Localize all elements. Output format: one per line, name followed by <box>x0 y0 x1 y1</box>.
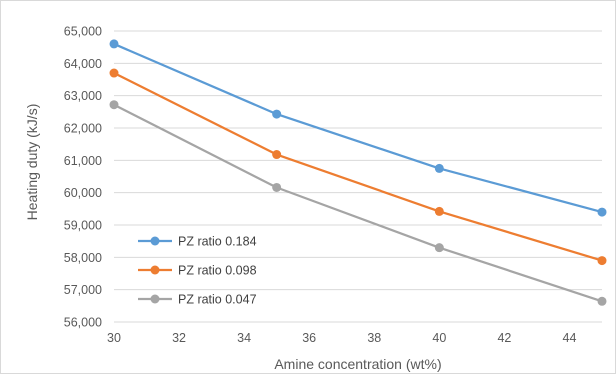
data-point <box>272 109 282 119</box>
y-tick-label: 57,000 <box>64 283 102 297</box>
y-tick-label: 62,000 <box>64 122 102 136</box>
data-point <box>597 256 607 266</box>
x-axis-title: Amine concentration (wt%) <box>274 356 441 372</box>
legend-marker <box>150 265 160 275</box>
data-point <box>109 39 119 49</box>
x-tick-label: 44 <box>563 331 577 345</box>
data-point <box>109 100 119 110</box>
x-tick-label: 38 <box>367 331 381 345</box>
legend-item: PZ ratio 0.184 <box>138 235 257 249</box>
series-line <box>113 72 603 262</box>
x-tick-label: 40 <box>432 331 446 345</box>
legend: PZ ratio 0.184 PZ ratio 0.098 PZ ratio 0.0… <box>138 235 257 307</box>
x-tick-label: 32 <box>172 331 186 345</box>
y-tick-label: 59,000 <box>64 219 102 233</box>
series-3 <box>109 100 607 306</box>
series-line <box>113 103 603 303</box>
x-tick-label: 30 <box>107 331 121 345</box>
y-axis-title: Heating duty (kJ/s) <box>24 104 40 221</box>
legend-marker <box>150 294 160 304</box>
series-2 <box>109 68 607 266</box>
y-tick-label: 58,000 <box>64 251 102 265</box>
x-tick-label: 36 <box>302 331 316 345</box>
y-tick-label: 63,000 <box>64 89 102 103</box>
legend-label: PZ ratio 0.047 <box>178 293 257 307</box>
y-tick-label: 64,000 <box>64 57 102 71</box>
y-tick-label: 56,000 <box>64 316 102 330</box>
legend-label: PZ ratio 0.098 <box>178 264 257 278</box>
data-point <box>272 150 282 160</box>
y-tick-label: 60,000 <box>64 186 102 200</box>
series-line <box>113 42 603 214</box>
axes: 56,000 57,000 58,000 59,000 60,000 61,000 62,0… <box>64 25 577 346</box>
data-point <box>434 243 444 253</box>
data-point <box>597 296 607 306</box>
legend-marker <box>150 236 160 246</box>
y-tick-label: 61,000 <box>64 154 102 168</box>
data-point <box>109 68 119 78</box>
data-point <box>434 163 444 173</box>
y-tick-label: 65,000 <box>64 25 102 39</box>
data-point <box>434 206 444 216</box>
legend-item: PZ ratio 0.047 <box>138 293 257 307</box>
series-1 <box>109 39 607 217</box>
legend-label: PZ ratio 0.184 <box>178 235 257 249</box>
x-tick-label: 34 <box>237 331 251 345</box>
x-tick-label: 42 <box>497 331 511 345</box>
series <box>109 39 607 306</box>
legend-item: PZ ratio 0.098 <box>138 264 257 278</box>
data-point <box>597 207 607 217</box>
gridlines <box>114 30 602 323</box>
data-point <box>272 182 282 192</box>
